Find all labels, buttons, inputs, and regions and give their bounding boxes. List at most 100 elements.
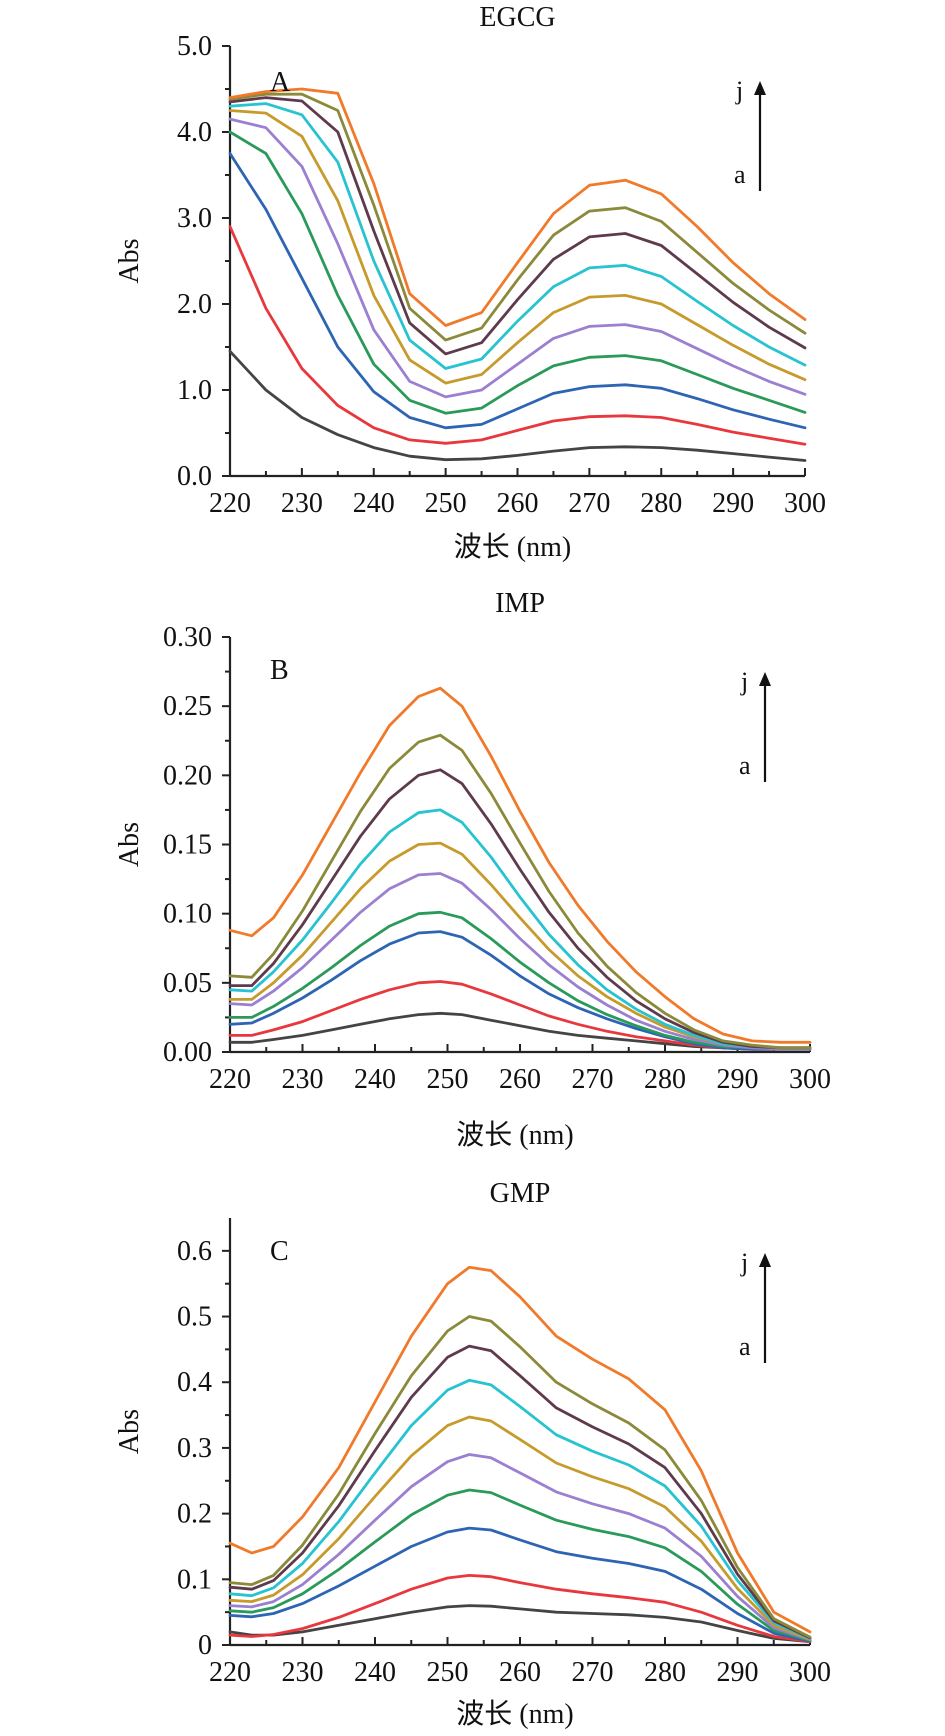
- y-axis-label: Abs: [114, 238, 145, 283]
- series-line-b: [228, 980, 812, 1051]
- x-tick-label: 220: [209, 1064, 251, 1095]
- y-tick-label: 4.0: [177, 117, 212, 148]
- series-line-i: [228, 733, 812, 1050]
- x-tick-label: 220: [209, 1657, 251, 1688]
- x-tick-label: 290: [712, 488, 754, 519]
- x-axis-label: 波长 (nm): [454, 531, 571, 563]
- series-line-d: [228, 130, 807, 415]
- arrow-label-top: j: [740, 667, 748, 696]
- series-line-i: [228, 1315, 812, 1639]
- x-tick-label: 300: [789, 1064, 831, 1095]
- y-tick-label: 5.0: [177, 31, 212, 62]
- y-tick-label: 0.00: [163, 1037, 212, 1068]
- y-tick-label: 0.05: [163, 968, 212, 999]
- x-tick-label: 230: [281, 488, 323, 519]
- x-axis-label: 波长 (nm): [456, 1119, 573, 1151]
- chart-title: GMP: [490, 1178, 551, 1209]
- x-tick-label: 260: [497, 488, 539, 519]
- y-tick-label: 0.3: [177, 1433, 212, 1464]
- x-tick-label: 240: [353, 488, 395, 519]
- series-line-e: [228, 117, 807, 399]
- chart-title: EGCG: [479, 2, 555, 33]
- y-tick-label: 0.20: [163, 760, 212, 791]
- series-line-j: [228, 87, 807, 327]
- arrow-label-bottom: a: [739, 1332, 751, 1361]
- series-line-b: [228, 1574, 812, 1644]
- x-tick-label: 230: [282, 1064, 324, 1095]
- x-tick-label: 280: [640, 488, 682, 519]
- y-tick-label: 0.30: [163, 622, 212, 653]
- x-tick-label: 300: [784, 488, 826, 519]
- series-line-e: [228, 872, 812, 1051]
- y-tick-label: 0.0: [177, 461, 212, 492]
- arrow-head: [759, 1253, 771, 1267]
- series-line-a: [228, 349, 807, 462]
- panel-letter: C: [270, 1236, 289, 1267]
- x-tick-label: 290: [717, 1064, 759, 1095]
- y-tick-label: 1.0: [177, 375, 212, 406]
- series-line-h: [228, 1344, 812, 1640]
- arrow-label-top: j: [740, 1248, 748, 1277]
- arrow-label-top: j: [735, 76, 743, 105]
- panel-a: EGCG 220 230 240 250 260 270 280 290 300 0.0 1.0 2.0…: [114, 2, 826, 563]
- x-tick-label: 240: [354, 1657, 396, 1688]
- panel-letter: B: [270, 655, 289, 686]
- series-line-g: [228, 102, 807, 370]
- x-tick-label: 270: [572, 1064, 614, 1095]
- panel-b: IMP 220 230 240 250 260 270 280 290 300 0.00 0.05 0.…: [114, 588, 831, 1151]
- x-tick-label: 240: [354, 1064, 396, 1095]
- x-tick-label: 260: [499, 1064, 541, 1095]
- y-tick-label: 3.0: [177, 203, 212, 234]
- x-tick-label: 220: [209, 488, 251, 519]
- series-line-g: [228, 1378, 812, 1640]
- x-tick-label: 300: [789, 1657, 831, 1688]
- y-tick-label: 0.25: [163, 691, 212, 722]
- x-tick-label: 250: [427, 1064, 469, 1095]
- arrow-head: [759, 672, 771, 686]
- y-tick-label: 0.5: [177, 1302, 212, 1333]
- series-line-b: [228, 225, 807, 446]
- series-line-h: [228, 96, 807, 356]
- series-line-i: [228, 92, 807, 342]
- y-axis-label: Abs: [114, 822, 145, 867]
- y-tick-label: 0.4: [177, 1367, 212, 1398]
- panel-letter: A: [270, 67, 291, 98]
- series-line-e: [228, 1453, 812, 1642]
- x-tick-label: 250: [427, 1657, 469, 1688]
- series-line-j: [228, 1265, 812, 1634]
- series-line-g: [228, 808, 812, 1050]
- series-line-j: [228, 686, 812, 1044]
- y-tick-label: 0.2: [177, 1499, 212, 1530]
- series-line-d: [228, 1488, 812, 1642]
- x-tick-label: 250: [425, 488, 467, 519]
- x-tick-label: 280: [644, 1657, 686, 1688]
- series-line-c: [228, 152, 807, 430]
- x-tick-label: 280: [644, 1064, 686, 1095]
- x-tick-label: 260: [499, 1657, 541, 1688]
- x-axis-label: 波长 (nm): [456, 1698, 573, 1730]
- x-tick-label: 230: [282, 1657, 324, 1688]
- x-tick-label: 290: [717, 1657, 759, 1688]
- panel-c: GMP 220 230 240 250 260 270 280 290 300 0 0.1 0.2 0.3…: [114, 1178, 831, 1730]
- y-tick-label: 0.6: [177, 1236, 212, 1267]
- y-tick-label: 0.15: [163, 830, 212, 861]
- series-line-a: [228, 1604, 812, 1644]
- chart-title: IMP: [495, 588, 545, 619]
- y-tick-label: 0: [198, 1630, 212, 1661]
- series-line-h: [228, 768, 812, 1050]
- y-tick-label: 0.1: [177, 1564, 212, 1595]
- series-line-f: [228, 1415, 812, 1641]
- arrow-label-bottom: a: [739, 751, 751, 780]
- y-tick-label: 2.0: [177, 289, 212, 320]
- series-line-d: [228, 910, 812, 1051]
- arrow-label-bottom: a: [734, 160, 746, 189]
- x-tick-label: 270: [572, 1657, 614, 1688]
- y-tick-label: 0.10: [163, 899, 212, 930]
- y-axis-label: Abs: [114, 1409, 145, 1454]
- x-tick-label: 270: [568, 488, 610, 519]
- series-line-c: [228, 1526, 812, 1643]
- series-line-f: [228, 109, 807, 385]
- arrow-head: [754, 81, 766, 95]
